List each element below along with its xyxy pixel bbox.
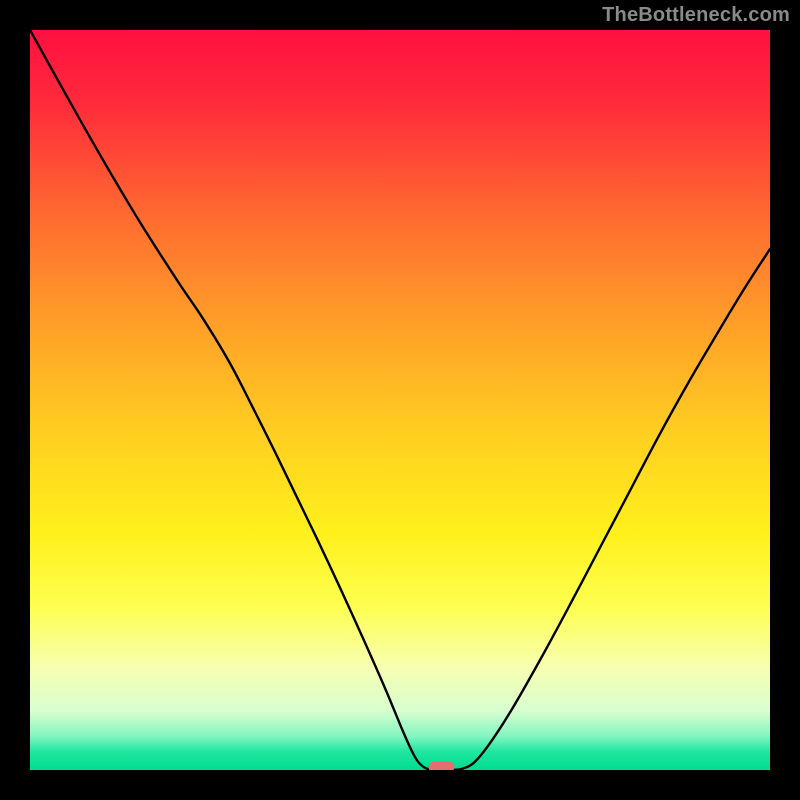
gradient-background (30, 30, 770, 770)
chart-container: TheBottleneck.com (0, 0, 800, 800)
optimal-marker (428, 761, 454, 770)
chart-svg (30, 30, 770, 770)
watermark-label: TheBottleneck.com (602, 4, 790, 27)
plot-area (30, 30, 770, 770)
